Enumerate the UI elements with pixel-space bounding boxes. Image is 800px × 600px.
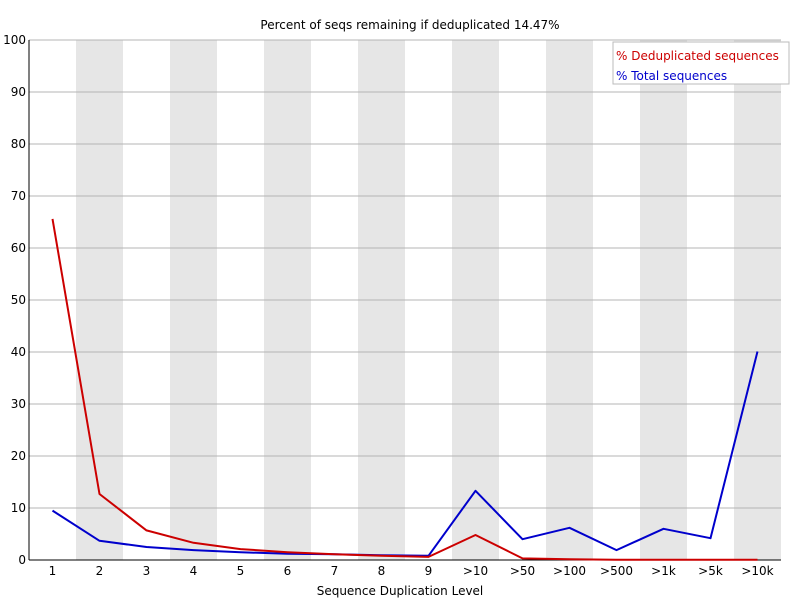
legend-entry-deduplicated: % Deduplicated sequences: [616, 49, 779, 63]
x-tick-label: >5k: [698, 564, 723, 578]
y-tick-label: 10: [11, 501, 26, 515]
x-tick-label: 9: [425, 564, 433, 578]
legend-entry-total: % Total sequences: [616, 69, 727, 83]
chart-title: Percent of seqs remaining if deduplicate…: [260, 18, 559, 32]
x-tick-label: 6: [284, 564, 292, 578]
legend-box: [612, 41, 790, 85]
x-tick-label: >500: [600, 564, 633, 578]
x-tick-label: 5: [237, 564, 245, 578]
gridlines: [29, 39, 781, 509]
x-tick-label: >10: [463, 564, 488, 578]
series-line-deduplicated: [51, 218, 758, 561]
legend: % Deduplicated sequences % Total sequenc…: [612, 41, 790, 85]
x-tick-label: 4: [190, 564, 198, 578]
x-tick-label: >100: [553, 564, 586, 578]
y-tick-label: 0: [18, 553, 26, 567]
y-tick-label: 60: [11, 241, 26, 255]
x-tick-labels: 1 2 3 4 5 6 7 8 9 >10 >50 >100 >500 >1k >5k >10k: [49, 564, 774, 578]
series-lines: [51, 218, 759, 561]
x-tick-label: >10k: [741, 564, 773, 578]
x-axis-label: Sequence Duplication Level: [317, 584, 484, 598]
y-tick-label: 50: [11, 293, 26, 307]
x-tick-label: 1: [49, 564, 57, 578]
x-tick-label: 7: [331, 564, 339, 578]
y-tick-label: 40: [11, 345, 26, 359]
y-tick-label: 30: [11, 397, 26, 411]
x-tick-label: >50: [510, 564, 535, 578]
y-tick-label: 80: [11, 137, 26, 151]
x-tick-label: 3: [143, 564, 151, 578]
y-tick-labels: 0 10 20 30 40 50 60 70 80 90 100: [3, 33, 26, 567]
y-tick-label: 70: [11, 189, 26, 203]
y-tick-label: 90: [11, 85, 26, 99]
y-tick-label: 100: [3, 33, 26, 47]
x-tick-label: >1k: [651, 564, 676, 578]
y-tick-label: 20: [11, 449, 26, 463]
x-tick-label: 2: [96, 564, 104, 578]
x-tick-label: 8: [378, 564, 386, 578]
